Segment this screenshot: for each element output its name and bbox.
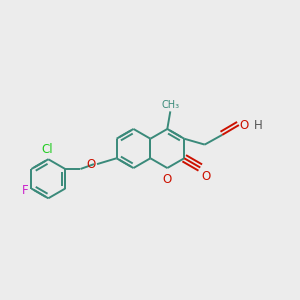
Text: F: F — [22, 184, 28, 196]
Text: CH₃: CH₃ — [161, 100, 179, 110]
Text: O: O — [202, 170, 211, 183]
Text: Cl: Cl — [41, 143, 52, 156]
Text: O: O — [240, 118, 249, 132]
Text: H: H — [254, 118, 263, 132]
Text: O: O — [163, 173, 172, 186]
Text: O: O — [86, 158, 95, 171]
